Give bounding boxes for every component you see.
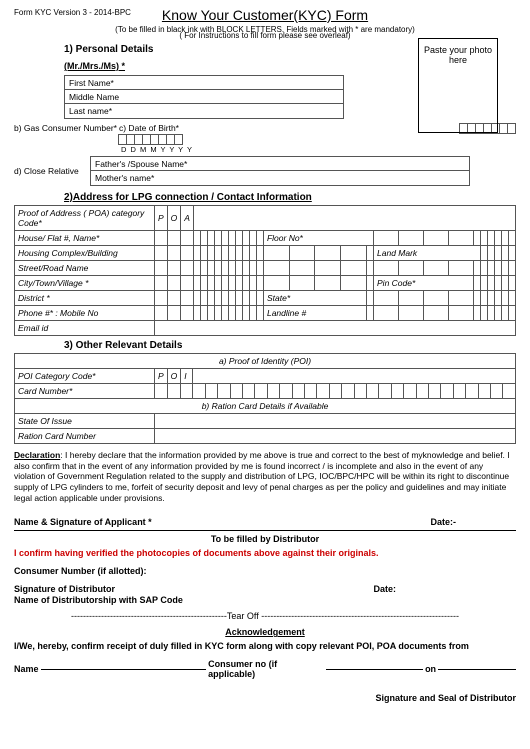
father-spouse-field[interactable]: Father's /Spouse Name* (91, 157, 469, 171)
section-3-header: 3) Other Relevant Details (64, 340, 516, 351)
address-table[interactable]: Proof of Address ( POA) category Code* P… (14, 205, 516, 336)
declaration-label: Declaration (14, 450, 60, 460)
poa-label: Proof of Address ( POA) category Code* (15, 206, 155, 231)
ration-header: b) Ration Card Details if Available (15, 399, 516, 414)
landline-label: Landline # (263, 306, 366, 321)
ack-header: Acknowledgement (14, 627, 516, 637)
poi-code-label: POI Category Code* (15, 369, 155, 384)
first-name-field[interactable]: First Name* (65, 76, 343, 90)
poi-table[interactable]: a) Proof of Identity (POI) POI Category … (14, 353, 516, 444)
state-issue-label: State Of Issue (15, 414, 155, 429)
consumer-line[interactable] (326, 669, 423, 670)
signature-applicant-label: Name & Signature of Applicant * (14, 517, 152, 527)
poa-a: A (181, 206, 194, 231)
on-line[interactable] (438, 669, 516, 670)
complex-label: Housing Complex/Building (15, 246, 155, 261)
phone-label: Phone #* : Mobile No (15, 306, 155, 321)
consumer-if-label: Consumer no (if applicable) (208, 659, 323, 679)
section-2-header: 2)Address for LPG connection / Contact I… (64, 192, 516, 203)
name-label: Name (14, 664, 39, 674)
seal-label: Signature and Seal of Distributor (14, 693, 516, 703)
mother-field[interactable]: Mother's name* (91, 171, 469, 185)
poi-i: I (181, 369, 193, 384)
signature-distributor-label: Signature of Distributor (14, 584, 115, 594)
pin-label: Pin Code* (374, 276, 474, 291)
state-label: State* (263, 291, 366, 306)
floor-label: Floor No* (263, 231, 373, 246)
ration-card-label: Ration Card Number (15, 429, 155, 444)
email-label: Email id (15, 321, 155, 336)
dob-cells[interactable] (119, 134, 193, 145)
date-label: Date:- (430, 517, 456, 527)
consumer-number-label: Consumer Number (if allotted): (14, 566, 516, 576)
close-relative-label: d) Close Relative (14, 166, 84, 176)
distributor-header: To be filled by Distributor (14, 534, 516, 544)
name-line[interactable] (41, 669, 207, 670)
declaration-text: : I hereby declare that the information … (14, 450, 510, 503)
tear-off-line: ----------------------------------------… (14, 611, 516, 621)
relative-box[interactable]: Father's /Spouse Name* Mother's name* (90, 156, 470, 186)
declaration: Declaration: I hereby declare that the i… (14, 450, 516, 503)
salutation-label: (Mr./Mrs./Ms) * (64, 61, 344, 71)
card-number-label: Card Number* (15, 384, 155, 399)
house-label: House/ Flat #, Name* (15, 231, 155, 246)
distributorship-name-label: Name of Distributorship with SAP Code (14, 595, 516, 605)
confirm-originals: I confirm having verified the photocopie… (14, 548, 516, 558)
street-label: Street/Road Name (15, 261, 155, 276)
photo-box: Paste your photo here (418, 38, 498, 133)
middle-name-field[interactable]: Middle Name (65, 90, 343, 104)
poi-o: O (167, 369, 181, 384)
poi-header: a) Proof of Identity (POI) (15, 354, 516, 369)
last-name-field[interactable]: Last name* (65, 104, 343, 118)
district-label: District * (15, 291, 155, 306)
ddmmyy-hint: D D M M Y Y Y Y (121, 145, 193, 154)
name-box[interactable]: First Name* Middle Name Last name* (64, 75, 344, 119)
poa-p: P (155, 206, 168, 231)
dob-label: c) Date of Birth* (119, 123, 179, 133)
city-label: City/Town/Village * (15, 276, 155, 291)
ack-text: I/We, hereby, confirm receipt of duly fi… (14, 641, 516, 651)
on-label: on (425, 664, 436, 674)
landmark-label: Land Mark (374, 246, 481, 261)
gas-consumer-label: b) Gas Consumer Number* (14, 123, 117, 133)
poi-p: P (155, 369, 168, 384)
date2-label: Date: (373, 584, 396, 594)
poa-o: O (167, 206, 181, 231)
